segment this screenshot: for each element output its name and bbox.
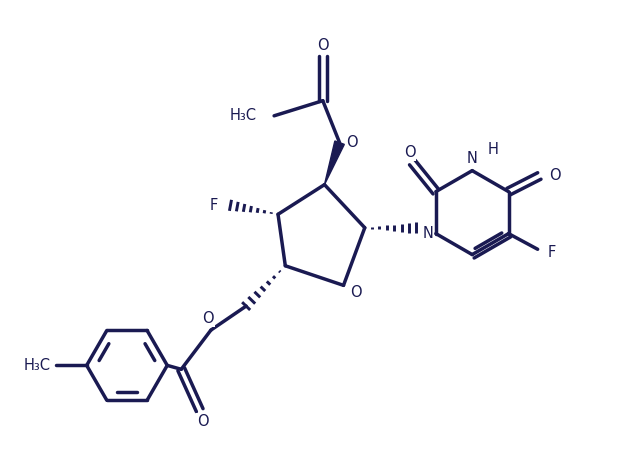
Text: O: O [350,284,362,299]
Text: N: N [422,226,433,241]
Polygon shape [324,141,344,185]
Text: F: F [548,244,556,259]
Text: O: O [549,168,561,183]
Text: H: H [488,142,499,157]
Text: N: N [467,151,477,166]
Text: O: O [404,145,415,160]
Text: F: F [210,198,218,213]
Text: O: O [346,135,358,150]
Text: O: O [317,39,328,54]
Text: H₃C: H₃C [23,358,51,373]
Text: H₃C: H₃C [229,108,256,123]
Text: O: O [196,414,208,429]
Text: O: O [202,312,214,327]
